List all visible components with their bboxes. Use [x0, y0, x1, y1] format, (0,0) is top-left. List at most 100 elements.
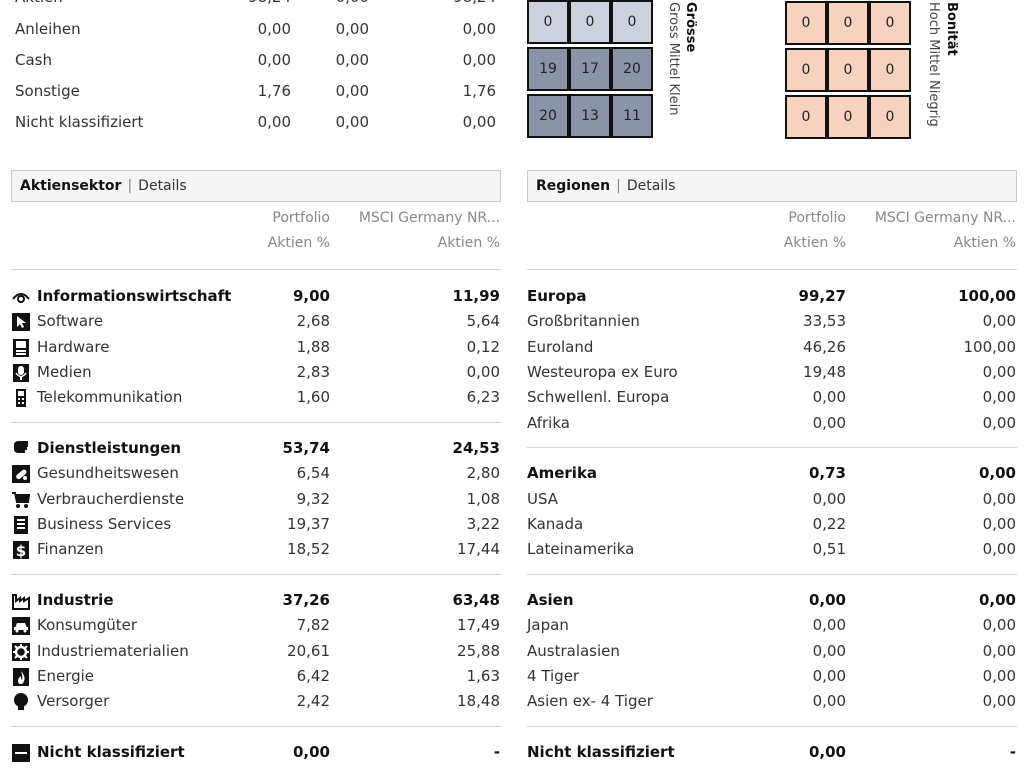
- benchmark-value: 100,00: [963, 338, 1017, 356]
- portfolio-value: 2,68: [296, 312, 330, 330]
- divider: [11, 574, 501, 575]
- sector-row: Verbraucherdienste 9,32 1,08: [11, 488, 501, 510]
- region-group-row: Nicht klassifiziert 0,00 -: [527, 741, 1017, 763]
- benchmark-value: 6,23: [466, 388, 500, 406]
- benchmark-value: 63,48: [452, 591, 500, 609]
- benchmark-value: 0,00: [466, 363, 500, 381]
- equity-box-axis: Gross Mittel Klein: [666, 2, 681, 116]
- portfolio-value: 0,00: [292, 743, 330, 761]
- region-label: Lateinamerika: [527, 540, 635, 558]
- region-label: Schwellenl. Europa: [527, 388, 670, 406]
- pill-icon: [11, 464, 31, 484]
- portfolio-value: 0,00: [812, 388, 846, 406]
- benchmark-value: 0,00: [982, 515, 1016, 533]
- portfolio-value: 6,42: [296, 667, 330, 685]
- value-cell: 1,76: [462, 82, 496, 100]
- sector-label: Gesundheitswesen: [37, 464, 179, 482]
- region-row: USA 0,00 0,00: [527, 488, 1017, 510]
- bulb-icon: [11, 692, 31, 712]
- portfolio-value: 7,82: [296, 616, 330, 634]
- dollar-icon: $: [11, 540, 31, 560]
- region-label: Amerika: [527, 464, 598, 482]
- regions-header: Regionen | Details: [527, 170, 1017, 202]
- region-group-row: Europa 99,27 100,00: [527, 285, 1017, 307]
- region-group-row: Asien 0,00 0,00: [527, 589, 1017, 611]
- microphone-icon: [11, 363, 31, 383]
- portfolio-value: 0,00: [812, 667, 846, 685]
- portfolio-value: 0,51: [812, 540, 846, 558]
- portfolio-value: 6,54: [296, 464, 330, 482]
- eye-icon: [11, 287, 31, 307]
- value-cell: 0,00: [279, 0, 369, 8]
- divider: [527, 447, 1017, 448]
- equity-style-box: 0 0 0 19 17 20 20 13 11: [527, 0, 657, 140]
- sector-row: Software 2,68 5,64: [11, 310, 501, 332]
- benchmark-value: 0,00: [982, 540, 1016, 558]
- style-cell: 17: [569, 47, 611, 91]
- sector-details-link[interactable]: Details: [138, 178, 187, 194]
- region-label: Euroland: [527, 338, 594, 356]
- value-cell: 0,00: [462, 51, 496, 69]
- style-cell: 0: [527, 0, 569, 44]
- region-label: Westeuropa ex Euro: [527, 363, 678, 381]
- sector-label: Telekommunikation: [37, 388, 183, 406]
- value-cell: 0,00: [462, 20, 496, 38]
- region-row: Großbritannien 33,53 0,00: [527, 310, 1017, 332]
- benchmark-value: 100,00: [958, 287, 1016, 305]
- divider: [527, 269, 1017, 270]
- style-cell: 20: [611, 47, 653, 91]
- sector-row: Hardware 1,88 0,12: [11, 336, 501, 358]
- sector-header-title: Aktiensektor: [20, 178, 122, 194]
- benchmark-value: 0,00: [982, 642, 1016, 660]
- region-row: Euroland 46,26 100,00: [527, 336, 1017, 358]
- sector-label: Finanzen: [37, 540, 104, 558]
- row-label: Sonstige: [15, 82, 80, 100]
- benchmark-value: 0,00: [982, 388, 1016, 406]
- header-separator: |: [616, 178, 621, 194]
- regions-details-link[interactable]: Details: [626, 178, 676, 194]
- sector-label: Konsumgüter: [37, 616, 138, 634]
- sector-label: Medien: [37, 363, 92, 381]
- cart-icon: [11, 490, 31, 510]
- table-row: Nicht klassifiziert 0,00 0,00 0,00: [15, 111, 500, 133]
- portfolio-value: 33,53: [803, 312, 846, 330]
- region-label: Australasien: [527, 642, 620, 660]
- benchmark-value: 1,63: [466, 667, 500, 685]
- region-label: Großbritannien: [527, 312, 640, 330]
- style-cell: 19: [527, 47, 569, 91]
- value-cell: 1,76: [257, 82, 291, 100]
- portfolio-value: 53,74: [282, 439, 330, 457]
- phone-icon: [11, 388, 31, 408]
- value-cell: 0,00: [257, 113, 291, 131]
- hand-icon: [11, 439, 31, 459]
- regions-header-title: Regionen: [536, 178, 611, 194]
- column-header-portfolio: Portfolio: [788, 210, 846, 226]
- sector-label: Dienstleistungen: [37, 439, 182, 457]
- sector-row: Energie 6,42 1,63: [11, 665, 501, 687]
- car-icon: [11, 616, 31, 636]
- value-cell: 98,24: [406, 0, 496, 8]
- region-group-row: Amerika 0,73 0,00: [527, 462, 1017, 484]
- benchmark-value: 24,53: [452, 439, 500, 457]
- region-label: Asien: [527, 591, 574, 609]
- svg-text:$: $: [16, 542, 26, 560]
- document-icon: [11, 515, 31, 535]
- style-cell: 0: [827, 1, 869, 45]
- region-label: Kanada: [527, 515, 584, 533]
- style-cell: 0: [785, 48, 827, 92]
- benchmark-value: 0,00: [978, 591, 1016, 609]
- region-label: Asien ex- 4 Tiger: [527, 692, 653, 710]
- sector-label: Nicht klassifiziert: [37, 743, 185, 761]
- benchmark-value: 0,00: [982, 616, 1016, 634]
- sector-label: Industriematerialien: [37, 642, 189, 660]
- column-header-unit: Aktien %: [267, 235, 330, 251]
- value-cell: 0,00: [462, 113, 496, 131]
- sector-label: Industrie: [37, 591, 114, 609]
- value-cell: 0,00: [335, 113, 369, 131]
- table-row: Aktien 98,24 0,00 98,24: [15, 0, 500, 8]
- benchmark-value: 11,99: [452, 287, 500, 305]
- benchmark-value: -: [1009, 743, 1016, 761]
- portfolio-value: 0,22: [812, 515, 846, 533]
- benchmark-value: 25,88: [457, 642, 500, 660]
- sector-row: Telekommunikation 1,60 6,23: [11, 386, 501, 408]
